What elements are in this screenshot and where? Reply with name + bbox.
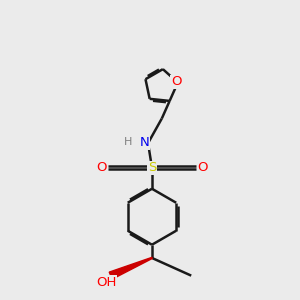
Text: O: O — [198, 161, 208, 174]
Text: S: S — [148, 161, 156, 174]
Text: OH: OH — [96, 276, 116, 289]
Polygon shape — [109, 257, 152, 279]
Text: O: O — [96, 161, 106, 174]
Text: H: H — [124, 137, 133, 147]
Text: N: N — [140, 136, 149, 149]
Text: O: O — [171, 76, 181, 88]
